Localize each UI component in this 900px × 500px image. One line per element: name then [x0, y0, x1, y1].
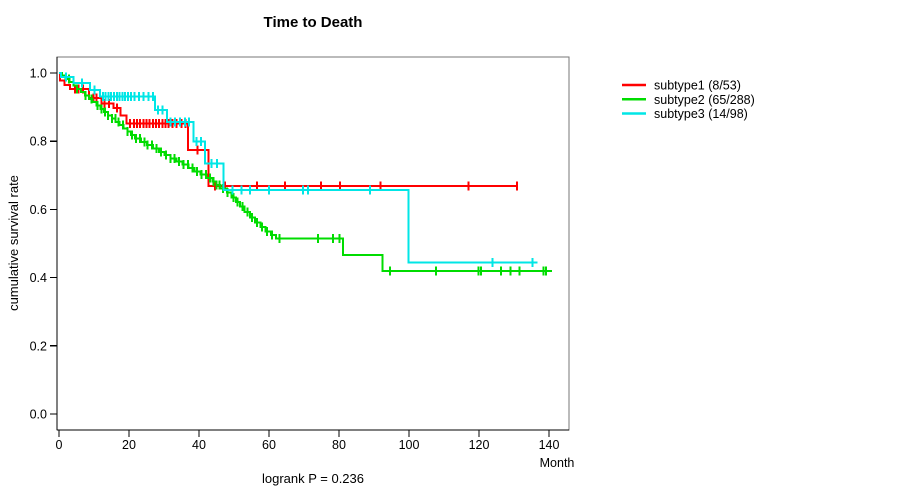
axis-ticks [50, 72, 550, 437]
x-tick-label: 40 [192, 438, 206, 452]
y-tick-label: 0.2 [30, 339, 47, 353]
legend-label-subtype3: subtype3 (14/98) [654, 107, 748, 121]
legend-label-subtype2: subtype2 (65/288) [654, 93, 755, 107]
chart-title: Time to Death [263, 14, 363, 31]
axes [56, 57, 569, 431]
survival-curve-subtype2 [59, 72, 552, 276]
y-tick-label: 0.0 [30, 408, 47, 422]
x-tick-label: 20 [122, 438, 136, 452]
x-tick-label: 140 [539, 438, 560, 452]
survival-curve-subtype3 [59, 72, 538, 267]
x-tick-label: 120 [469, 438, 490, 452]
censor-marks-subtype3 [65, 72, 534, 267]
plot-box [56, 56, 570, 431]
km-step-line [59, 72, 538, 264]
axis-tick-labels: 0.0 0.2 0.4 0.6 0.8 1.0 0 20 40 60 80 100 120 140 [30, 67, 560, 453]
x-axis-label: Month [539, 456, 575, 470]
censor-marks-subtype2 [67, 74, 547, 276]
y-tick-label: 0.8 [30, 135, 47, 149]
y-tick-label: 0.6 [30, 203, 47, 217]
km-step-line [59, 72, 552, 272]
logrank-p-annotation: logrank P = 0.236 [261, 471, 365, 486]
y-axis-label: cumulative survival rate [6, 175, 21, 311]
x-tick-label: 60 [262, 438, 276, 452]
y-tick-label: 0.4 [30, 271, 47, 285]
y-tick-label: 1.0 [30, 67, 47, 81]
legend: subtype1 (8/53)subtype2 (65/288)subtype3… [622, 79, 755, 121]
legend-label-subtype1: subtype1 (8/53) [654, 79, 741, 93]
x-tick-label: 0 [56, 438, 63, 452]
x-tick-label: 100 [399, 438, 420, 452]
km-step-line [59, 72, 517, 188]
x-tick-label: 80 [332, 438, 346, 452]
